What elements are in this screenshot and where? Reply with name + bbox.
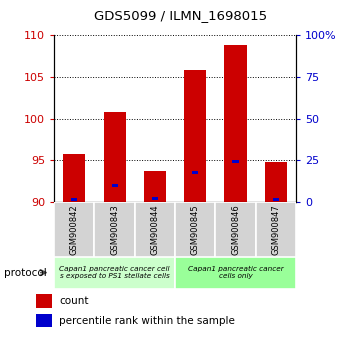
Bar: [232, 160, 239, 163]
Bar: [216, 202, 256, 257]
Bar: [152, 197, 158, 200]
Text: count: count: [60, 296, 89, 306]
Bar: [95, 202, 135, 257]
Bar: [112, 184, 118, 187]
Text: GSM900847: GSM900847: [271, 204, 280, 255]
Bar: [256, 202, 296, 257]
Bar: [71, 198, 77, 201]
Text: percentile rank within the sample: percentile rank within the sample: [60, 316, 235, 326]
Text: Capan1 pancreatic cancer
cells only: Capan1 pancreatic cancer cells only: [188, 266, 283, 279]
Text: GSM900844: GSM900844: [151, 204, 160, 255]
Bar: [36, 314, 52, 327]
Bar: [36, 294, 52, 308]
Bar: [225, 45, 247, 202]
Bar: [175, 257, 296, 289]
Bar: [184, 70, 206, 202]
Text: GSM900843: GSM900843: [110, 204, 119, 255]
Bar: [144, 171, 166, 202]
Bar: [54, 202, 95, 257]
Text: GSM900846: GSM900846: [231, 204, 240, 255]
Bar: [175, 202, 216, 257]
Text: Capan1 pancreatic cancer cell
s exposed to PS1 stellate cells: Capan1 pancreatic cancer cell s exposed …: [59, 266, 170, 279]
Bar: [273, 198, 279, 201]
Text: GSM900842: GSM900842: [70, 204, 79, 255]
Text: GDS5099 / ILMN_1698015: GDS5099 / ILMN_1698015: [94, 9, 267, 22]
Text: protocol: protocol: [4, 268, 46, 278]
Bar: [265, 162, 287, 202]
Bar: [54, 257, 175, 289]
Bar: [104, 112, 126, 202]
Bar: [135, 202, 175, 257]
Bar: [63, 154, 86, 202]
Text: GSM900845: GSM900845: [191, 204, 200, 255]
Bar: [192, 171, 198, 174]
